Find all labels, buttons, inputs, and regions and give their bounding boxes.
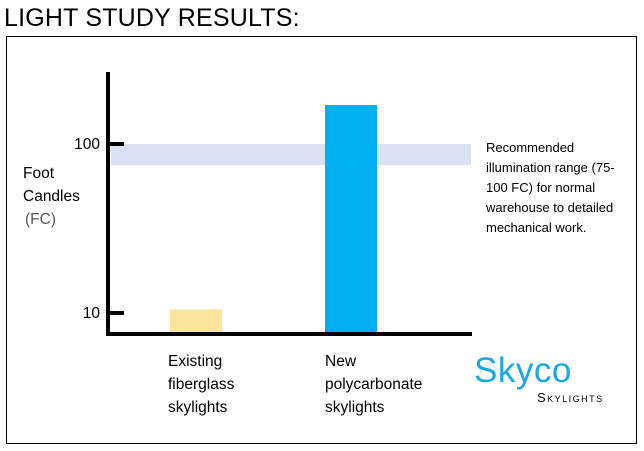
- x-category-label-new: New polycarbonate skylights: [325, 350, 422, 419]
- bar-existing: [170, 309, 222, 334]
- y-axis-label-line-1: Foot: [23, 165, 55, 182]
- y-tick-label-10: 10: [83, 305, 101, 322]
- y-axis-label: Foot Candles (FC): [23, 162, 80, 231]
- page-title: LIGHT STUDY RESULTS:: [4, 4, 300, 32]
- y-axis-unit: (FC): [25, 211, 56, 228]
- x-category-existing-line-3: skylights: [168, 399, 228, 416]
- x-category-new-line-3: skylights: [325, 399, 385, 416]
- recommended-range-band: [111, 144, 471, 166]
- x-category-new-line-2: polycarbonate: [325, 376, 423, 393]
- skyco-logo: Skyco Skylights: [474, 351, 630, 406]
- x-category-existing-line-1: Existing: [168, 353, 223, 370]
- y-axis-label-line-2: Candles: [23, 188, 80, 205]
- recommended-range-note: Recommended illumination range (75-100 F…: [486, 140, 615, 235]
- bar-new: [325, 105, 377, 334]
- logo-subtitle-text: Skylights: [537, 390, 604, 405]
- x-category-new-line-1: New: [325, 353, 357, 370]
- y-tick-label-100: 100: [74, 136, 100, 153]
- x-category-existing-line-2: fiberglass: [168, 376, 235, 393]
- x-category-label-existing: Existing fiberglass skylights: [168, 350, 234, 419]
- chart-frame: [6, 36, 637, 444]
- logo-brand-text: Skyco: [474, 351, 572, 390]
